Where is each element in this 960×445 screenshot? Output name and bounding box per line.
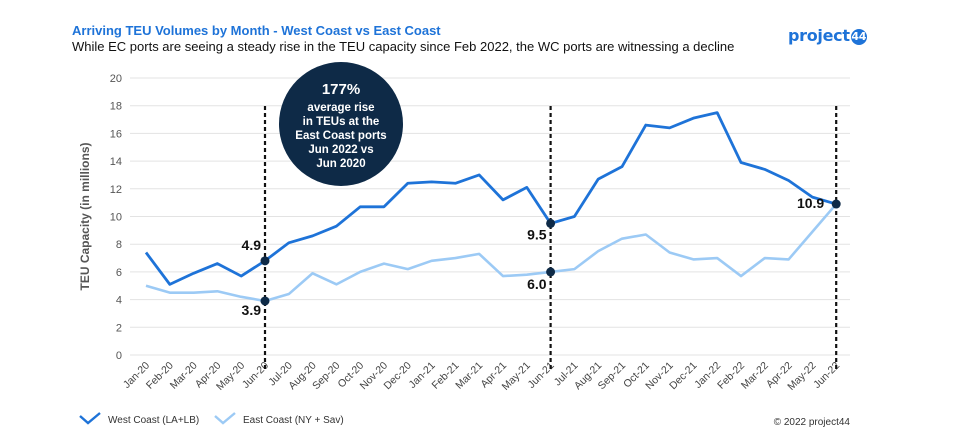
x-tick-label: Mar-22 [739,360,771,392]
x-tick-label: Mar-20 [168,360,200,392]
legend-icon [79,412,101,425]
logo-text: project [788,26,850,45]
data-label: 10.9 [797,195,824,211]
data-label: 6.0 [527,276,547,292]
y-tick-label: 8 [116,239,122,251]
legend-label: East Coast (NY + Sav) [243,415,344,426]
annotation-line: in TEUs at the [303,116,380,128]
logo-number: 44 [850,29,867,45]
copyright: © 2022 project44 [773,417,850,428]
data-label: 3.9 [242,302,262,318]
y-tick-label: 12 [110,184,122,196]
x-tick-label: Jun-22 [811,360,842,391]
data-point-marker [546,218,556,228]
annotation-bubble [279,62,403,186]
project44-logo: project 44 [788,26,867,45]
legend-label: West Coast (LA+LB) [108,415,199,426]
chart-title: Arriving TEU Volumes by Month - West Coa… [72,23,441,38]
annotation-line: Jun 2022 vs [308,144,373,156]
y-tick-label: 4 [116,295,122,307]
legend-icon [214,412,236,425]
y-axis-label: TEU Capacity (in millions) [78,142,92,290]
y-tick-label: 16 [110,128,122,140]
data-point-marker [546,267,556,277]
data-point-marker [831,199,841,209]
data-point-marker [260,296,270,306]
annotation-line: average rise [307,102,374,114]
y-tick-label: 20 [110,73,122,85]
x-tick-label: Jun-21 [526,360,557,391]
y-tick-label: 2 [116,322,122,334]
annotation-headline: 177% [322,81,360,98]
data-point-marker [260,256,270,266]
y-tick-label: 0 [116,350,122,362]
series-line [144,111,837,286]
x-tick-label: Jun-20 [240,360,271,391]
data-label: 4.9 [242,237,262,253]
y-tick-label: 10 [110,212,122,224]
x-tick-label: Mar-21 [453,360,485,392]
annotation-line: Jun 2020 [316,158,365,170]
y-tick-label: 14 [110,156,122,168]
annotation-line: East Coast ports [295,130,386,142]
y-tick-label: 18 [110,101,122,113]
data-label: 9.5 [527,226,547,242]
y-tick-label: 6 [116,267,122,279]
chart-subtitle: While EC ports are seeing a steady rise … [72,39,735,54]
